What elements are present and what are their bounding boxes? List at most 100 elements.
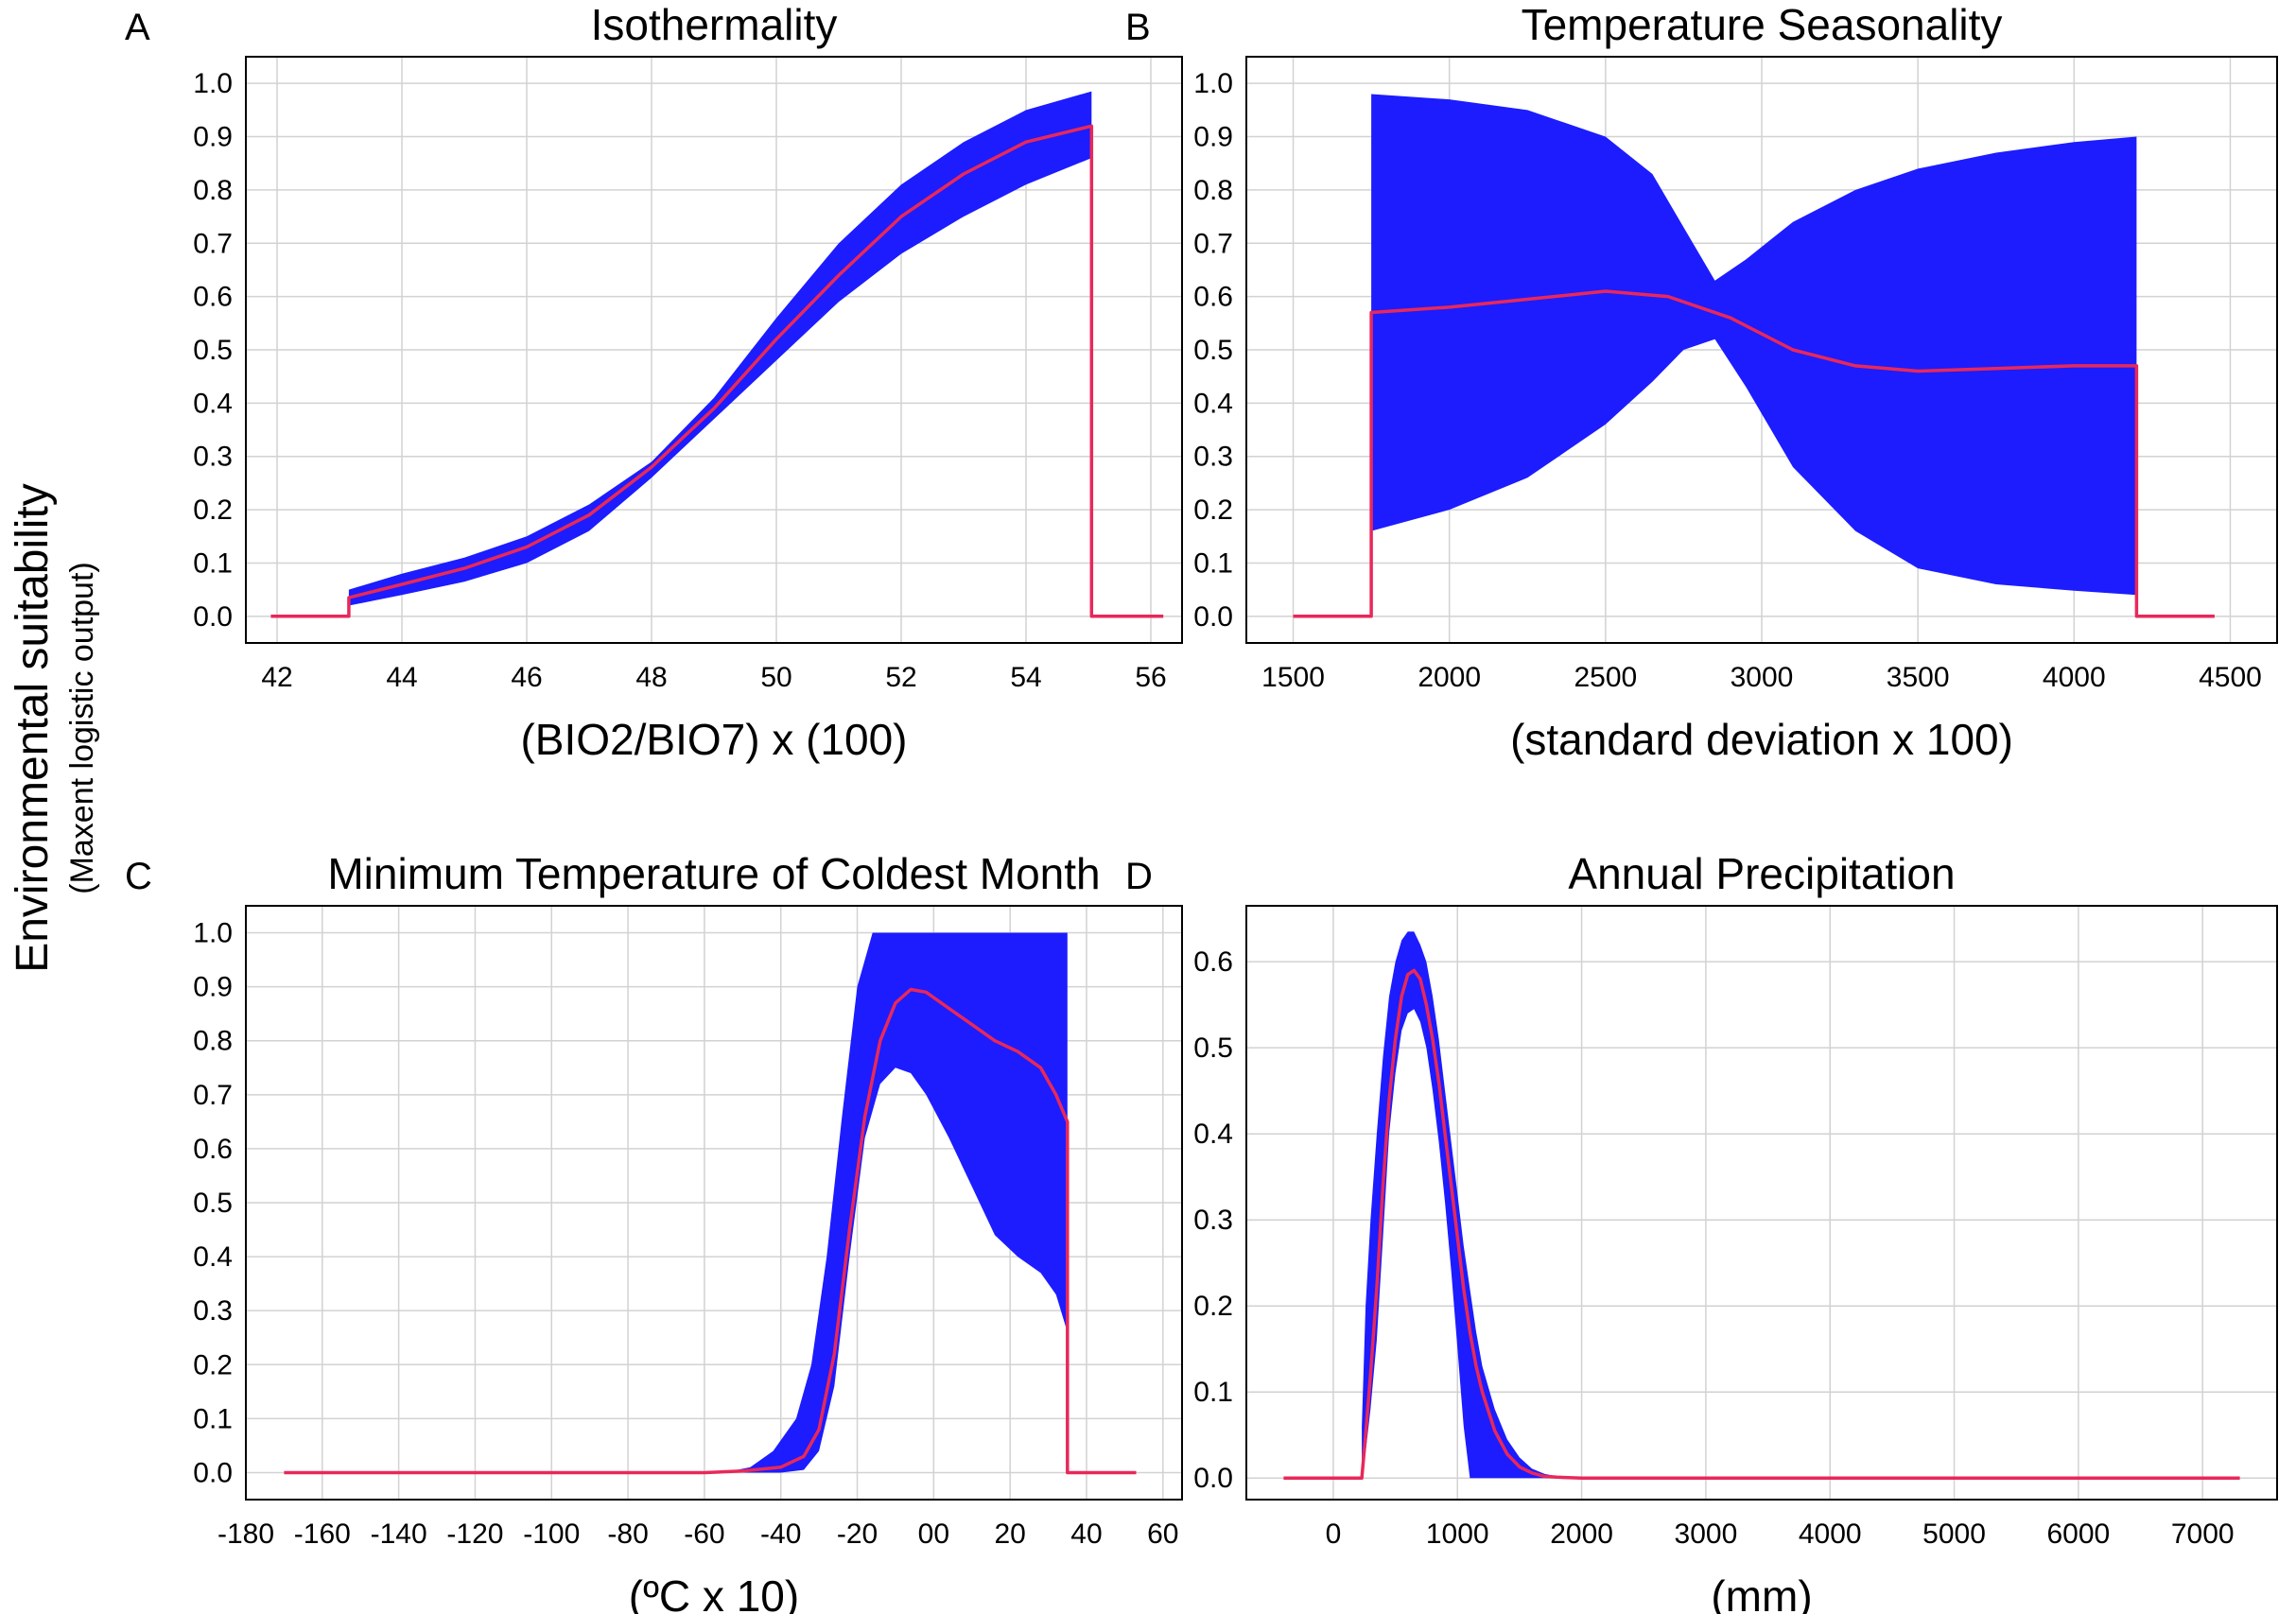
panel-b-x-tick-label: 2500 (1574, 662, 1637, 693)
panel-b-y-tick-label: 0.2 (1193, 495, 1233, 526)
panel-c-y-tick-label: 0.9 (193, 972, 233, 1003)
panel-a-confidence-band (348, 91, 1092, 606)
panel-a-x-axis-label: (BIO2/BIO7) x (100) (520, 715, 907, 764)
panel-c-y-tick-label: 0.2 (193, 1349, 233, 1380)
panel-a-x-tick-label: 50 (760, 662, 791, 693)
y-axis-label-group: Environmental suitability (Maxent logist… (8, 483, 100, 973)
panel-b-y-tick-label: 0.9 (1193, 122, 1233, 153)
panel-b-y-tick-label: 0.1 (1193, 547, 1233, 579)
panel-b-y-tick-label: 0.0 (1193, 601, 1233, 633)
panel-a-y-tick-label: 0.5 (193, 335, 233, 366)
panel-b-x-axis-label: (standard deviation x 100) (1510, 715, 2013, 764)
panel-d: 0 1000 2000 3000 4000 5000 6000 7000 0.0 0.1 0.2 0.… (1125, 849, 2278, 1614)
panel-d-title: Annual Precipitation (1568, 849, 1955, 898)
panel-d-x-tick-label: 2000 (1550, 1519, 1613, 1550)
panel-d-plot-frame (1245, 905, 2278, 1501)
panel-d-y-tick-label: 0.0 (1193, 1463, 1233, 1494)
y-axis-sublabel: (Maxent logistic output) (64, 562, 100, 894)
panel-d-y-tick-label: 0.2 (1193, 1291, 1233, 1322)
panel-b-y-tick-label: 0.4 (1193, 388, 1233, 419)
panel-b-y-tick-label: 1.0 (1193, 68, 1233, 99)
panel-c-y-tick-label: 1.0 (193, 918, 233, 949)
panel-b-confidence-band (1371, 94, 2137, 596)
panel-c-mean-response-line (284, 987, 1137, 1475)
panel-a-y-tick-label: 0.1 (193, 547, 233, 579)
panel-c-x-tick-label: -120 (446, 1519, 503, 1550)
panel-b-x-tick-label: 3000 (1731, 662, 1794, 693)
panel-c-y-tick-label: 0.8 (193, 1026, 233, 1057)
panel-a-x-tick-label: 56 (1135, 662, 1166, 693)
panel-d-letter: D (1125, 856, 1153, 897)
panel-c-plot-frame (245, 905, 1183, 1501)
panel-a-x-tick-label: 48 (635, 662, 667, 693)
panel-c-x-tick-label: 60 (1147, 1519, 1178, 1550)
panel-a-y-tick-label: 0.4 (193, 388, 233, 419)
panel-c-x-tick-label: -160 (294, 1519, 351, 1550)
panel-b-title: Temperature Seasonality (1522, 0, 2003, 49)
panel-a-x-tick-label: 54 (1010, 662, 1041, 693)
panel-b-x-tick-label: 4000 (2043, 662, 2106, 693)
panel-a-mean-response-line (270, 124, 1164, 618)
panel-c-y-tick-label: 0.0 (193, 1457, 233, 1488)
panel-c-title: Minimum Temperature of Coldest Month (327, 849, 1100, 898)
panel-a-y-tick-label: 0.8 (193, 175, 233, 206)
panel-b-letter: B (1125, 7, 1151, 48)
panel-a-y-tick-label: 1.0 (193, 68, 233, 99)
panel-c-y-tick-label: 0.5 (193, 1188, 233, 1219)
panel-c-x-tick-label: 40 (1070, 1519, 1102, 1550)
panel-b-y-tick-label: 0.3 (1193, 442, 1233, 473)
panel-a-title: Isothermality (591, 0, 838, 49)
panel-c-x-tick-label: -60 (684, 1519, 724, 1550)
panel-d-x-tick-label: 4000 (1799, 1519, 1862, 1550)
panel-d-x-tick-label: 1000 (1426, 1519, 1489, 1550)
y-axis-label: Environmental suitability (8, 483, 58, 973)
panel-c-y-tick-label: 0.7 (193, 1080, 233, 1111)
panel-a-y-tick-label: 0.7 (193, 228, 233, 259)
panel-a-y-tick-label: 0.3 (193, 442, 233, 473)
panel-a-x-tick-label: 52 (885, 662, 916, 693)
panel-c-x-tick-label: -100 (523, 1519, 580, 1550)
panel-d-y-tick-label: 0.3 (1193, 1205, 1233, 1236)
panel-c: -180 -160 -140 -120 -100 -80 -60 -40 -20 00 20 40 60… (125, 849, 1183, 1614)
panel-b-y-tick-label: 0.6 (1193, 282, 1233, 313)
panel-b-x-tick-label: 2000 (1418, 662, 1481, 693)
panel-b: 1500 2000 2500 3000 3500 4000 4500 0.0 0.1 0.2 0.3… (1125, 0, 2278, 764)
panel-a-y-tick-label: 0.9 (193, 122, 233, 153)
panel-b-plot-frame (1245, 56, 2278, 644)
panel-c-letter: C (125, 856, 152, 897)
panel-b-y-tick-label: 0.5 (1193, 335, 1233, 366)
panel-d-x-tick-label: 5000 (1922, 1519, 1986, 1550)
panel-a-letter: A (125, 7, 150, 48)
panel-d-x-tick-label: 7000 (2171, 1519, 2235, 1550)
panel-b-mean-response-line (1293, 289, 2215, 618)
panel-a: 42 44 46 48 50 52 54 56 0.0 0.1 0.2 0.3 0.4 0.5 0.6 0.7… (125, 0, 1183, 764)
panel-c-x-tick-label: -140 (371, 1519, 427, 1550)
panel-a-x-tick-label: 42 (261, 662, 292, 693)
panel-a-y-tick-label: 0.2 (193, 495, 233, 526)
panel-b-y-tick-label: 0.8 (1193, 175, 1233, 206)
panel-c-confidence-band (723, 932, 1068, 1473)
panel-d-confidence-band (1362, 931, 1582, 1479)
panel-b-y-tick-label: 0.7 (1193, 228, 1233, 259)
panel-d-x-tick-label: 6000 (2047, 1519, 2111, 1550)
panel-d-x-tick-label: 0 (1326, 1519, 1342, 1550)
panel-b-x-tick-label: 3500 (1887, 662, 1950, 693)
panel-a-x-tick-label: 44 (386, 662, 417, 693)
panel-c-x-tick-label: -40 (760, 1519, 801, 1550)
panel-d-mean-response-line (1283, 968, 2240, 1480)
panel-c-x-axis-label: (ºC x 10) (629, 1571, 799, 1614)
panel-c-x-tick-label: -80 (607, 1519, 648, 1550)
panel-a-y-tick-label: 0.6 (193, 282, 233, 313)
panel-c-y-tick-label: 0.1 (193, 1403, 233, 1434)
panel-c-x-tick-label: -20 (837, 1519, 878, 1550)
panel-a-x-tick-label: 46 (511, 662, 542, 693)
panel-c-x-tick-label: 20 (994, 1519, 1025, 1550)
panel-b-x-tick-label: 4500 (2199, 662, 2262, 693)
panel-d-x-tick-label: 3000 (1675, 1519, 1738, 1550)
panel-c-y-tick-label: 0.3 (193, 1295, 233, 1327)
panel-a-y-tick-label: 0.0 (193, 601, 233, 633)
panel-d-y-tick-label: 0.5 (1193, 1033, 1233, 1064)
panel-a-plot-frame (245, 56, 1183, 644)
panel-d-y-tick-label: 0.1 (1193, 1377, 1233, 1408)
